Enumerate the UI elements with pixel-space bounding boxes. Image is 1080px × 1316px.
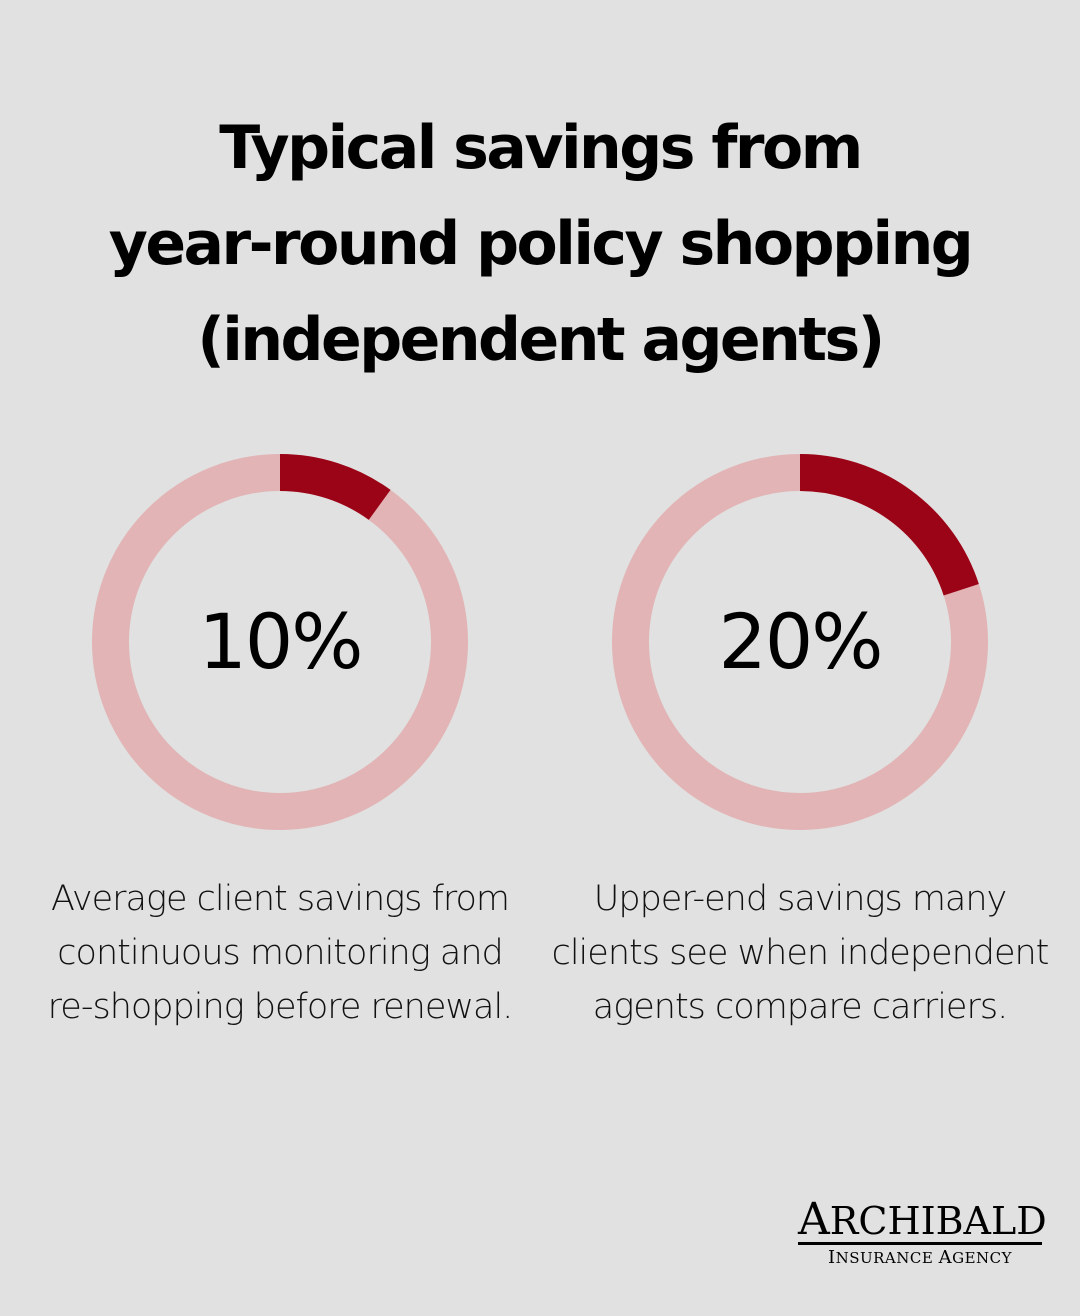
caption-upper-end: Upper-end savings many clients see when … xyxy=(551,879,1050,1027)
donut-chart-upper-end: 20% xyxy=(610,452,990,832)
logo-tagline: INSURANCE AGENCY xyxy=(798,1247,1042,1269)
logo-sub-rest: GENCY xyxy=(952,1249,1013,1267)
logo-initial: A xyxy=(798,1194,830,1245)
ring-fill xyxy=(92,454,468,830)
title-line-2: year-round policy shopping xyxy=(108,209,974,279)
logo-sub-rest: NSURANCE xyxy=(835,1249,939,1267)
donut-value: 20% xyxy=(718,596,884,686)
ring-fill xyxy=(612,454,988,830)
donut-chart-average: 10% xyxy=(90,452,470,832)
title-line-3: (independent agents) xyxy=(197,305,885,375)
title-line-1: Typical savings from xyxy=(219,113,863,183)
archibald-logo: ARCHIBALD INSURANCE AGENCY xyxy=(798,1198,1047,1269)
logo-sub-initial: I xyxy=(827,1247,836,1268)
donut-ring xyxy=(92,454,468,830)
logo-sub-initial: A xyxy=(938,1247,953,1268)
donut-value: 10% xyxy=(198,596,364,686)
logo-wordmark: ARCHIBALD xyxy=(798,1198,1047,1245)
donut-ring xyxy=(612,454,988,830)
logo-rest: RCHIBALD xyxy=(829,1199,1047,1243)
caption-average: Average client savings from continuous m… xyxy=(47,879,514,1027)
page-title: Typical savings from year-round policy s… xyxy=(0,100,1080,388)
